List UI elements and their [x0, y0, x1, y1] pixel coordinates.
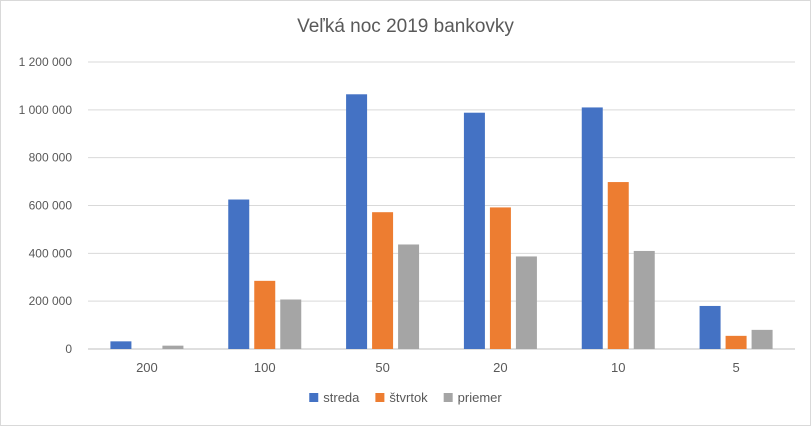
y-tick-label: 200 000: [29, 294, 73, 308]
bar-priemer-200: [162, 345, 184, 349]
x-tick-label: 200: [136, 360, 158, 375]
y-tick-label: 400 000: [29, 246, 73, 260]
y-tick-label: 1 000 000: [19, 103, 73, 117]
chart-title: Veľká noc 2019 bankovky: [297, 16, 514, 37]
x-tick-label: 10: [611, 360, 625, 375]
x-tick-label: 100: [254, 360, 276, 375]
x-tick-label: 20: [493, 360, 507, 375]
bar-štvrtok-100: [254, 280, 276, 349]
bar-streda-200: [110, 341, 132, 349]
bar-priemer-20: [515, 256, 537, 349]
legend-label: streda: [323, 390, 360, 405]
y-tick-label: 0: [65, 342, 72, 356]
y-tick-label: 600 000: [29, 199, 73, 213]
x-tick-label: 5: [732, 360, 739, 375]
bar-streda-5: [699, 305, 721, 349]
bar-priemer-50: [398, 244, 420, 349]
x-tick-label: 50: [375, 360, 389, 375]
legend-swatch-štvrtok: [375, 393, 385, 402]
bar-streda-10: [581, 107, 603, 349]
legend-swatch-streda: [309, 393, 319, 402]
bar-štvrtok-20: [489, 207, 511, 349]
y-tick-label: 1 200 000: [19, 55, 73, 69]
bar-priemer-5: [751, 329, 773, 349]
y-tick-label: 800 000: [29, 151, 73, 165]
legend-label: priemer: [458, 390, 503, 405]
legend-label: štvrtok: [389, 390, 428, 405]
bar-štvrtok-10: [607, 182, 629, 349]
bar-streda-20: [463, 112, 485, 349]
bar-priemer-10: [633, 250, 655, 349]
bar-streda-100: [228, 199, 250, 349]
bar-štvrtok-50: [372, 212, 394, 349]
bar-streda-50: [346, 94, 368, 349]
bar-priemer-100: [280, 299, 302, 349]
legend-swatch-priemer: [443, 393, 453, 402]
bar-štvrtok-5: [725, 335, 747, 349]
